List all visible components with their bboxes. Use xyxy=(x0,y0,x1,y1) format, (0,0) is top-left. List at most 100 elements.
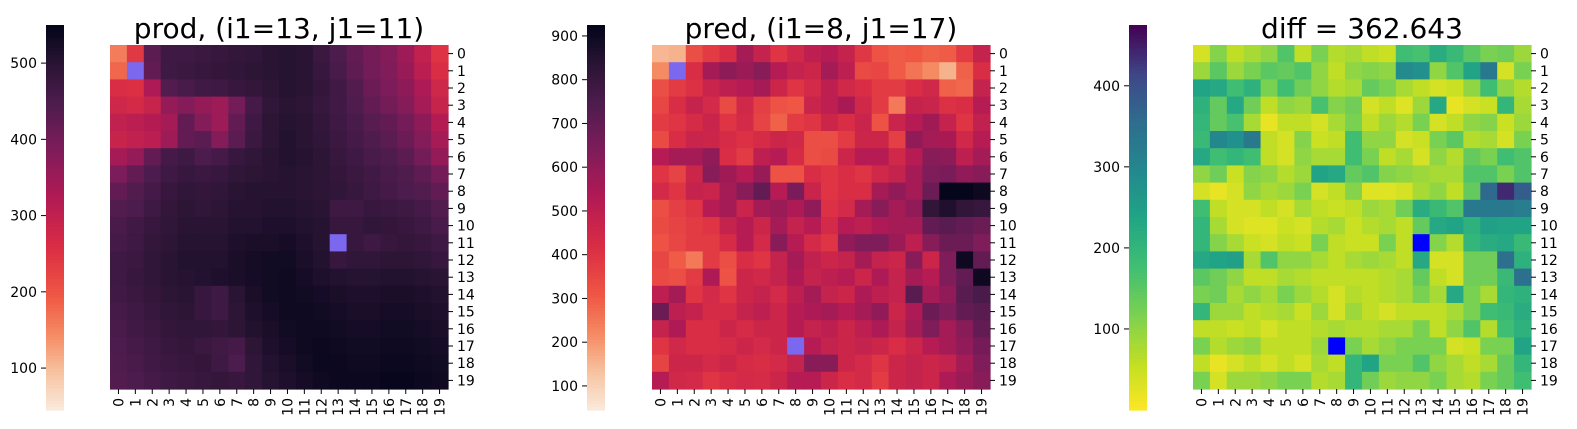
colorbar-segment xyxy=(46,246,64,251)
colorbar-segment xyxy=(587,118,605,122)
colorbar-segment xyxy=(587,390,605,395)
heatmap-cell xyxy=(922,45,940,63)
heatmap-cell xyxy=(702,165,721,184)
colorbar-segment xyxy=(1129,307,1147,312)
colorbar-segment xyxy=(1129,57,1147,61)
heatmap-cell xyxy=(1514,320,1532,338)
heatmap-cell xyxy=(312,371,331,390)
heatmap-cell xyxy=(211,320,229,338)
colorbar-segment xyxy=(587,124,605,129)
heatmap-cell xyxy=(262,354,280,373)
heatmap-cell xyxy=(702,251,721,270)
colorbar-segment xyxy=(587,185,605,190)
colorbar-segment xyxy=(587,281,605,286)
heatmap-cell xyxy=(346,251,365,270)
heatmap-cell xyxy=(1277,113,1295,132)
heatmap-cell xyxy=(668,234,687,252)
heatmap-cell xyxy=(329,45,348,63)
heatmap-cell xyxy=(1294,113,1312,132)
heatmap-cell xyxy=(787,285,805,304)
heatmap-cell xyxy=(905,199,923,218)
colorbar-segment xyxy=(587,265,605,270)
heatmap-cell xyxy=(397,113,415,132)
heatmap-cell xyxy=(194,337,212,356)
heatmap-cell xyxy=(295,62,314,80)
heatmap-cell xyxy=(1311,96,1329,115)
colorbar-segment xyxy=(587,121,605,126)
heatmap-cell xyxy=(1311,182,1329,201)
heatmap-cell xyxy=(1328,234,1346,252)
heatmap-cell xyxy=(1378,320,1397,338)
x-tick-label: 11 xyxy=(297,398,313,416)
heatmap-cell xyxy=(126,217,145,235)
x-tick-label: 13 xyxy=(331,398,347,416)
heatmap-cell xyxy=(1260,199,1279,218)
heatmap-cell xyxy=(160,285,179,304)
heatmap-cell xyxy=(804,165,822,184)
colorbar-segment xyxy=(46,191,64,196)
heatmap-cell xyxy=(312,268,331,287)
heatmap-cell xyxy=(245,148,263,166)
colorbar-segment xyxy=(587,130,605,135)
heatmap-cell xyxy=(1446,182,1464,201)
colorbar-segment xyxy=(587,60,605,65)
heatmap-cell xyxy=(1260,337,1279,356)
x-tick-label: 8 xyxy=(1330,398,1346,407)
colorbar-segment xyxy=(1129,150,1147,154)
heatmap-cell xyxy=(871,45,890,63)
heatmap-cell xyxy=(126,303,145,321)
colorbar-segment xyxy=(587,172,605,177)
x-tick-label: 2 xyxy=(145,398,161,407)
x-tick-label: 11 xyxy=(1380,398,1396,416)
heatmap-cell xyxy=(110,251,128,270)
heatmap-cell xyxy=(973,62,991,80)
heatmap-cell xyxy=(1429,96,1448,115)
heatmap-cell xyxy=(668,268,687,287)
heatmap-cell xyxy=(787,96,805,115)
colorbar-segment xyxy=(46,31,64,36)
heatmap-cell xyxy=(1514,148,1532,166)
heatmap-cell xyxy=(1277,320,1295,338)
colorbar-segment xyxy=(1129,281,1147,286)
heatmap-cell xyxy=(1209,251,1228,270)
colorbar-segment xyxy=(1129,63,1147,68)
heatmap-cell xyxy=(685,371,704,390)
heatmap-cell xyxy=(888,148,907,166)
heatmap-cell xyxy=(753,165,771,184)
heatmap-cell xyxy=(431,285,449,304)
colorbar-segment xyxy=(1129,246,1147,251)
heatmap-cell xyxy=(668,320,687,338)
heatmap-cell xyxy=(770,285,788,304)
heatmap-cell xyxy=(1193,217,1211,235)
heatmap-cell xyxy=(431,96,449,115)
heatmap-cell xyxy=(380,303,398,321)
y-tick-label: 10 xyxy=(1540,219,1558,235)
colorbar-segment xyxy=(46,92,64,97)
y-tick-label: 16 xyxy=(457,322,475,338)
heatmap-cell xyxy=(312,45,331,63)
colorbar-segment xyxy=(46,220,64,225)
heatmap-cell xyxy=(1209,148,1228,166)
colorbar-segment xyxy=(1129,41,1147,45)
heatmap-cell xyxy=(837,113,856,132)
heatmap-cell xyxy=(279,182,297,201)
heatmap-cell xyxy=(177,199,196,218)
heatmap-cell xyxy=(397,371,415,390)
colorbar-segment xyxy=(587,76,605,81)
heatmap-cell xyxy=(770,217,788,235)
heatmap-cell xyxy=(177,371,196,390)
heatmap-cell xyxy=(228,165,246,184)
heatmap-cell xyxy=(770,234,788,252)
colorbar-segment xyxy=(1129,102,1147,106)
heatmap-cell xyxy=(1345,131,1363,149)
heatmap-cell xyxy=(126,199,145,218)
colorbar-segment xyxy=(587,313,605,318)
heatmap-cell xyxy=(1480,131,1498,149)
colorbar-segment xyxy=(587,275,605,280)
heatmap-cell xyxy=(787,268,805,287)
colorbar-segment xyxy=(587,272,605,276)
heatmap-cell xyxy=(753,182,771,201)
heatmap-cell xyxy=(787,217,805,235)
heatmap-cell xyxy=(652,217,670,235)
heatmap-cell xyxy=(956,371,974,390)
